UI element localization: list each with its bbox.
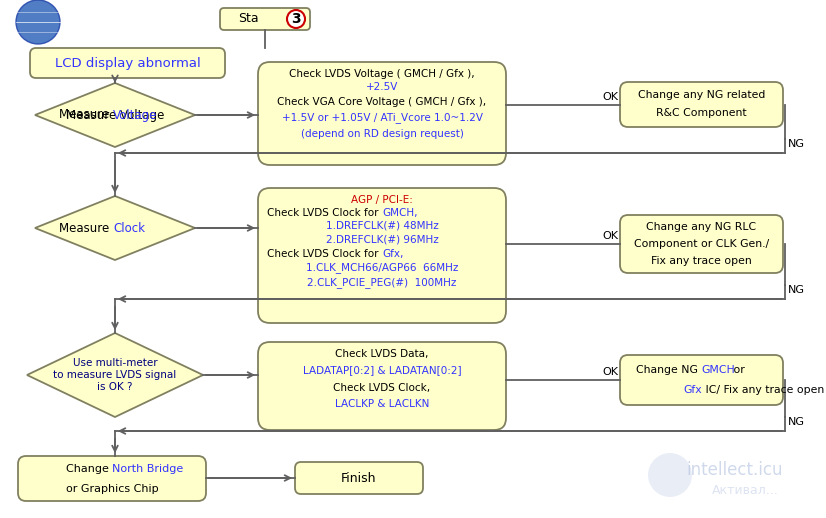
- FancyBboxPatch shape: [620, 82, 783, 127]
- Text: Активал...: Активал...: [712, 483, 778, 496]
- Text: GMCH: GMCH: [701, 365, 735, 375]
- Text: Measure: Measure: [59, 222, 113, 235]
- FancyBboxPatch shape: [258, 62, 506, 165]
- Text: 2.DREFCLK(#) 96MHz: 2.DREFCLK(#) 96MHz: [325, 234, 439, 244]
- Text: or Graphics Chip: or Graphics Chip: [66, 483, 159, 494]
- Text: 2.CLK_PCIE_PEG(#)  100MHz: 2.CLK_PCIE_PEG(#) 100MHz: [307, 278, 457, 289]
- Circle shape: [287, 10, 305, 28]
- Text: IC/ Fix any trace open: IC/ Fix any trace open: [701, 385, 824, 395]
- FancyBboxPatch shape: [18, 456, 206, 501]
- Text: LADATAP[0:2] & LADATAN[0:2]: LADATAP[0:2] & LADATAN[0:2]: [302, 365, 461, 375]
- Text: 1.CLK_MCH66/AGP66  66MHz: 1.CLK_MCH66/AGP66 66MHz: [306, 263, 458, 274]
- Text: Gfx,: Gfx,: [382, 249, 403, 259]
- Text: Finish: Finish: [341, 471, 377, 484]
- Text: Change any NG RLC: Change any NG RLC: [647, 222, 757, 232]
- Text: NG: NG: [788, 139, 805, 149]
- Text: Measure Voltage: Measure Voltage: [66, 108, 164, 122]
- Text: 3: 3: [292, 12, 301, 26]
- FancyBboxPatch shape: [30, 48, 225, 78]
- Text: OK: OK: [602, 367, 618, 377]
- Text: +2.5V: +2.5V: [366, 82, 398, 92]
- Text: LACLKP & LACLKN: LACLKP & LACLKN: [335, 399, 430, 409]
- Text: NG: NG: [788, 417, 805, 427]
- Text: Check LVDS Clock for: Check LVDS Clock for: [268, 208, 382, 218]
- Text: OK: OK: [602, 231, 618, 241]
- Text: Fix any trace open: Fix any trace open: [651, 256, 752, 266]
- FancyBboxPatch shape: [258, 342, 506, 430]
- Polygon shape: [35, 83, 195, 147]
- Text: or: or: [729, 365, 744, 375]
- Text: Sta: Sta: [238, 12, 259, 25]
- FancyBboxPatch shape: [620, 215, 783, 273]
- Polygon shape: [35, 196, 195, 260]
- Circle shape: [16, 0, 60, 44]
- Text: Check VGA Core Voltage ( GMCH / Gfx ),: Check VGA Core Voltage ( GMCH / Gfx ),: [278, 97, 487, 107]
- Text: Clock: Clock: [113, 222, 145, 235]
- Polygon shape: [27, 333, 203, 417]
- Text: intellect.icu: intellect.icu: [686, 461, 783, 479]
- Text: AGP / PCI-E:: AGP / PCI-E:: [351, 195, 413, 205]
- Text: Change: Change: [65, 464, 112, 473]
- Text: Use multi-meter: Use multi-meter: [73, 358, 157, 368]
- Text: +1.5V or +1.05V / ATi_Vcore 1.0~1.2V: +1.5V or +1.05V / ATi_Vcore 1.0~1.2V: [282, 112, 482, 123]
- Text: GMCH,: GMCH,: [382, 208, 417, 218]
- Text: Check LVDS Clock for: Check LVDS Clock for: [268, 249, 382, 259]
- Text: North Bridge: North Bridge: [112, 464, 183, 473]
- FancyBboxPatch shape: [620, 355, 783, 405]
- Text: Measure: Measure: [59, 108, 113, 122]
- Text: Check LVDS Clock,: Check LVDS Clock,: [334, 383, 430, 393]
- Text: is OK ?: is OK ?: [97, 382, 133, 392]
- Text: NG: NG: [788, 285, 805, 295]
- Text: R&C Component: R&C Component: [656, 108, 747, 119]
- Text: Change any NG related: Change any NG related: [638, 91, 765, 100]
- Text: Voltage: Voltage: [113, 108, 158, 122]
- Text: Component or CLK Gen./: Component or CLK Gen./: [634, 239, 769, 249]
- Text: LCD display abnormal: LCD display abnormal: [55, 56, 201, 69]
- Text: 1.DREFCLK(#) 48MHz: 1.DREFCLK(#) 48MHz: [325, 221, 439, 231]
- Text: Check LVDS Data,: Check LVDS Data,: [335, 349, 429, 359]
- Text: (depend on RD design request): (depend on RD design request): [301, 129, 463, 139]
- Text: Check LVDS Voltage ( GMCH / Gfx ),: Check LVDS Voltage ( GMCH / Gfx ),: [289, 69, 475, 79]
- Circle shape: [648, 453, 692, 497]
- Text: Change NG: Change NG: [636, 365, 701, 375]
- Text: to measure LVDS signal: to measure LVDS signal: [54, 370, 177, 380]
- Text: Gfx: Gfx: [683, 385, 701, 395]
- Text: OK: OK: [602, 92, 618, 102]
- FancyBboxPatch shape: [220, 8, 310, 30]
- FancyBboxPatch shape: [295, 462, 423, 494]
- FancyBboxPatch shape: [258, 188, 506, 323]
